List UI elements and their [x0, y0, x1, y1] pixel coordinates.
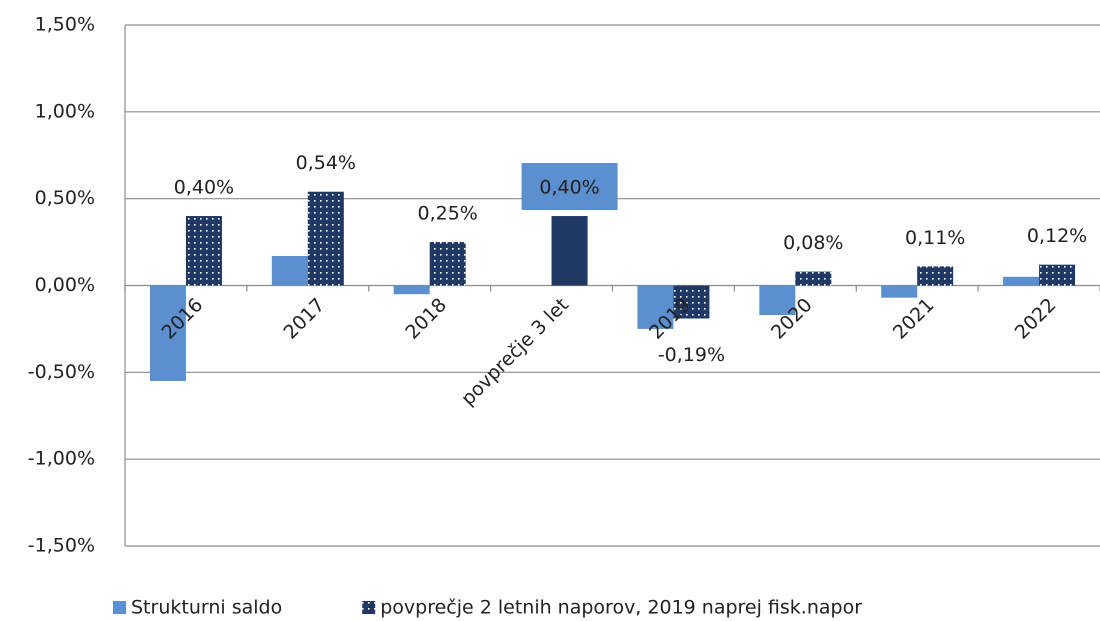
data-label: 0,08%	[783, 232, 843, 254]
y-tick-label: 1,50%	[35, 14, 95, 36]
bar	[673, 285, 710, 319]
bar	[1039, 264, 1076, 286]
bar	[149, 285, 186, 382]
y-tick-label: -1,50%	[28, 535, 95, 557]
data-label: 0,11%	[905, 227, 965, 249]
data-label: 0,40%	[539, 177, 599, 199]
x-tick-label: 2017	[279, 294, 329, 344]
bar	[1003, 276, 1040, 286]
legend-label: Strukturni saldo	[131, 597, 282, 619]
bar	[393, 285, 430, 295]
bar	[429, 242, 466, 286]
bar	[795, 271, 832, 286]
y-tick-label: -0,50%	[28, 361, 95, 383]
x-tick-label: 2021	[889, 294, 939, 344]
bar	[185, 216, 222, 286]
y-tick-label: 0,00%	[35, 274, 95, 296]
legend-swatch	[113, 601, 126, 614]
y-tick-label: -1,00%	[28, 448, 95, 470]
bar	[637, 285, 674, 329]
x-tick-label: 2022	[1011, 294, 1061, 344]
data-label: 0,12%	[1027, 225, 1087, 247]
bar	[881, 285, 918, 298]
bar	[551, 216, 588, 286]
legend-label: povprečje 2 letnih naporov, 2019 naprej …	[380, 597, 862, 619]
bar	[917, 266, 954, 286]
x-tick-label: 2018	[401, 294, 451, 344]
y-tick-label: 0,50%	[35, 187, 95, 209]
data-label: 0,54%	[296, 152, 356, 174]
data-label-box	[521, 163, 618, 211]
y-tick-label: 1,00%	[35, 100, 95, 122]
bar	[307, 191, 344, 286]
legend-swatch	[362, 601, 376, 614]
data-label: -0,19%	[658, 344, 725, 366]
bar	[759, 285, 796, 316]
bar	[271, 255, 308, 286]
data-label: 0,25%	[418, 203, 478, 225]
data-label: 0,40%	[174, 177, 234, 199]
x-tick-label: povprečje 3 let	[457, 294, 573, 410]
